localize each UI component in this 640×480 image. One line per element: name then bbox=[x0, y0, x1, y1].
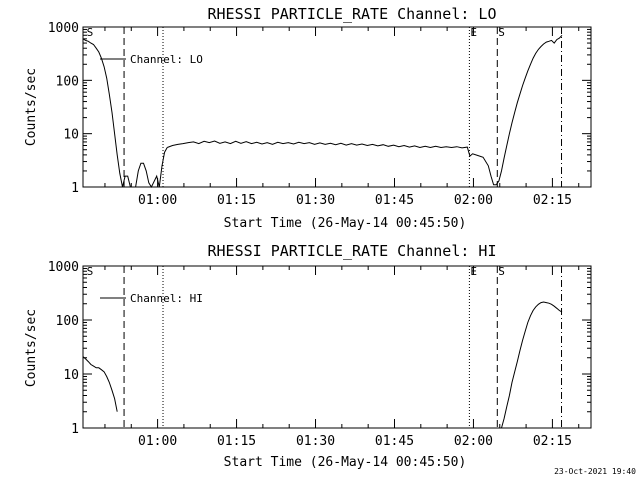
lo-y-tick-label: 1 bbox=[71, 181, 79, 196]
hi-channel-panel: RHESSI PARTICLE_RATE Channel: HI Counts/… bbox=[24, 242, 592, 470]
lo-y-tick-label: 100 bbox=[56, 74, 79, 89]
lo-legend-label: Channel: LO bbox=[130, 53, 203, 66]
hi-series-line bbox=[501, 301, 563, 429]
hi-event-marker-label: S bbox=[498, 265, 505, 278]
lo-y-tick-label: 1000 bbox=[48, 21, 79, 36]
hi-x-tick-label: 01:45 bbox=[375, 434, 414, 449]
hi-series-line bbox=[82, 356, 118, 412]
hi-x-tick-label: 01:30 bbox=[296, 434, 335, 449]
lo-x-tick-label: 01:45 bbox=[375, 193, 414, 208]
hi-y-tick-label: 100 bbox=[56, 314, 79, 329]
hi-event-marker-label: S bbox=[87, 265, 94, 278]
hi-x-axis-label: Start Time (26-May-14 00:45:50) bbox=[224, 455, 467, 470]
lo-x-tick-label: 02:00 bbox=[454, 193, 493, 208]
hi-plot-frame bbox=[82, 265, 592, 429]
hi-x-tick-label: 01:15 bbox=[217, 434, 256, 449]
lo-plot-frame bbox=[82, 26, 592, 188]
hi-x-tick-label: 02:15 bbox=[533, 434, 572, 449]
hi-legend-label: Channel: HI bbox=[130, 292, 203, 305]
lo-x-tick-label: 01:00 bbox=[138, 193, 177, 208]
lo-x-tick-label: 01:30 bbox=[296, 193, 335, 208]
lo-series-line bbox=[82, 38, 168, 189]
hi-y-tick-label: 1000 bbox=[48, 260, 79, 275]
lo-channel-panel: RHESSI PARTICLE_RATE Channel: LO Counts/… bbox=[24, 5, 592, 231]
hi-x-tick-label: 01:00 bbox=[138, 434, 177, 449]
lo-series-line bbox=[167, 34, 563, 186]
hi-event-marker-label: E bbox=[470, 265, 477, 278]
hi-x-tick-label: 02:00 bbox=[454, 434, 493, 449]
lo-chart-title: RHESSI PARTICLE_RATE Channel: LO bbox=[208, 5, 497, 23]
hi-y-axis-label: Counts/sec bbox=[24, 309, 39, 387]
lo-x-axis-label: Start Time (26-May-14 00:45:50) bbox=[224, 216, 467, 231]
lo-event-marker-label: E bbox=[470, 26, 477, 39]
lo-y-axis-label: Counts/sec bbox=[24, 68, 39, 146]
lo-event-marker-label: S bbox=[87, 26, 94, 39]
lo-event-marker-label: S bbox=[498, 26, 505, 39]
hi-chart-title: RHESSI PARTICLE_RATE Channel: HI bbox=[208, 242, 497, 260]
hi-y-tick-label: 10 bbox=[63, 368, 79, 383]
lo-x-tick-label: 01:15 bbox=[217, 193, 256, 208]
hi-y-tick-label: 1 bbox=[71, 422, 79, 437]
footer-timestamp: 23-Oct-2021 19:40 bbox=[554, 467, 636, 476]
lo-y-tick-label: 10 bbox=[63, 128, 79, 143]
lo-x-tick-label: 02:15 bbox=[533, 193, 572, 208]
